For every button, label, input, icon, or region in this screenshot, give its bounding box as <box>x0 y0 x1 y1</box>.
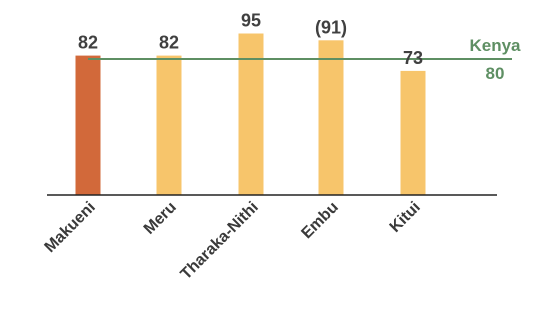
bar-kitui <box>400 70 426 195</box>
category-label-makueni: Makueni <box>42 199 99 256</box>
value-label-meru: 82 <box>159 33 179 53</box>
value-labels-group: 82 82 95 (91) 73 <box>78 11 423 68</box>
value-label-tharaka-nithi: 95 <box>241 11 261 31</box>
reference-line-value: 80 <box>486 64 505 83</box>
bars-group <box>75 33 426 195</box>
bar-tharaka-nithi <box>238 33 264 195</box>
value-label-embu: (91) <box>315 17 347 37</box>
bar-embu <box>318 40 344 195</box>
category-label-kitui: Kitui <box>387 199 424 236</box>
bar-makueni <box>75 55 101 195</box>
value-label-kitui: 73 <box>403 48 423 68</box>
bar-meru <box>156 55 182 195</box>
reference-line-label: Kenya <box>469 36 521 55</box>
category-label-tharaka-nithi: Tharaka-Nithi <box>178 199 262 283</box>
value-label-makueni: 82 <box>78 33 98 53</box>
category-label-embu: Embu <box>298 199 341 242</box>
category-label-meru: Meru <box>141 199 180 238</box>
